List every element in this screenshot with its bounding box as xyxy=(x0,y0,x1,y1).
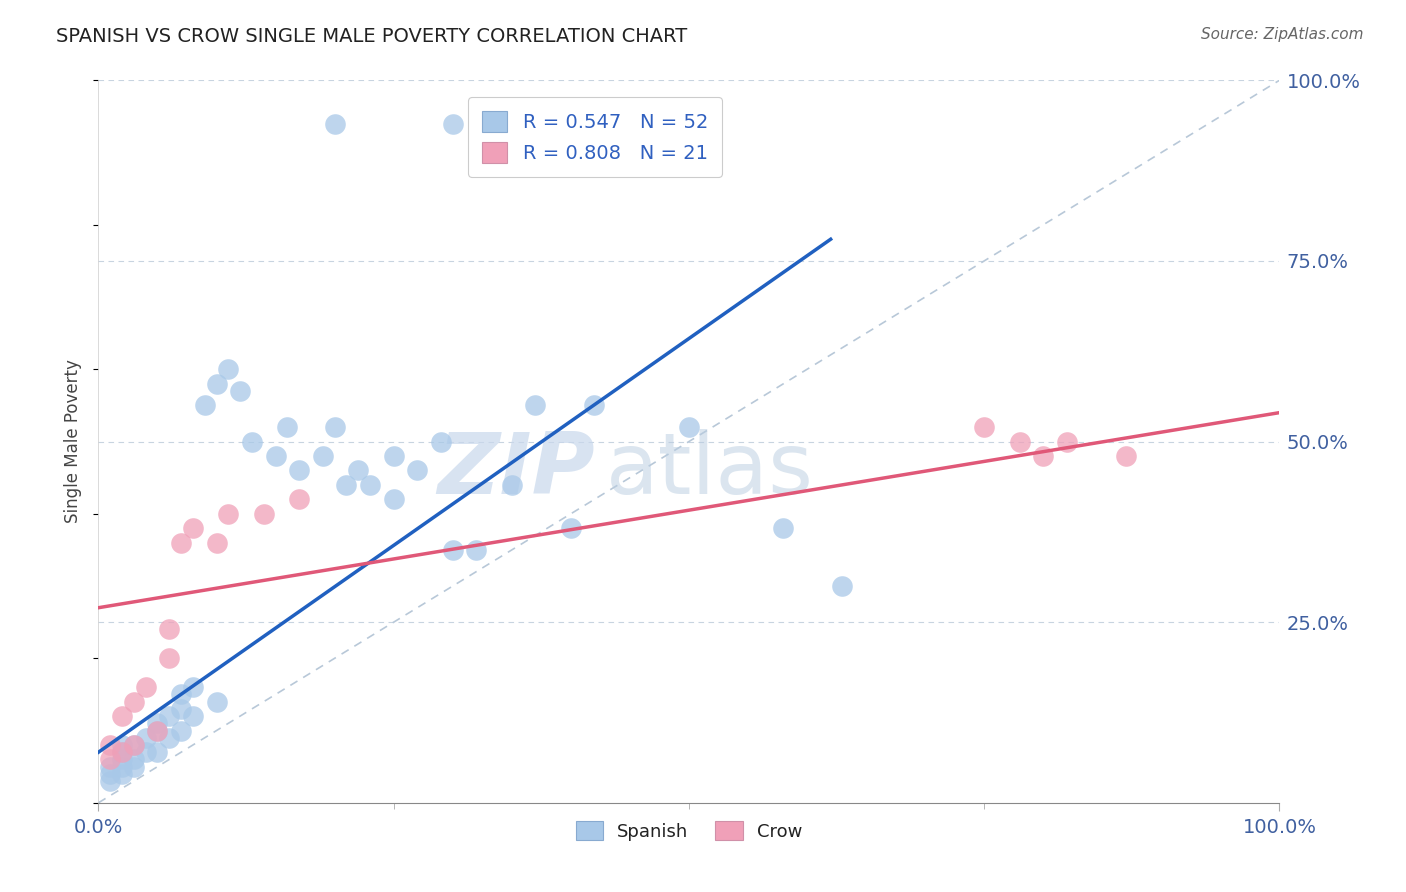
Point xyxy=(430,434,453,449)
Point xyxy=(146,716,169,731)
Point xyxy=(170,723,193,738)
Point xyxy=(973,420,995,434)
Point xyxy=(181,709,204,723)
Point xyxy=(501,478,523,492)
Point xyxy=(98,752,121,766)
Point xyxy=(359,478,381,492)
Point xyxy=(98,760,121,774)
Point xyxy=(170,535,193,549)
Point xyxy=(111,738,134,752)
Point xyxy=(406,463,429,477)
Point xyxy=(253,507,276,521)
Point xyxy=(157,623,180,637)
Point xyxy=(312,449,335,463)
Point xyxy=(441,117,464,131)
Point xyxy=(181,521,204,535)
Text: SPANISH VS CROW SINGLE MALE POVERTY CORRELATION CHART: SPANISH VS CROW SINGLE MALE POVERTY CORR… xyxy=(56,27,688,45)
Point xyxy=(122,738,145,752)
Point xyxy=(288,463,311,477)
Point xyxy=(157,731,180,745)
Y-axis label: Single Male Poverty: Single Male Poverty xyxy=(65,359,83,524)
Point xyxy=(194,398,217,412)
Text: ZIP: ZIP xyxy=(437,429,595,512)
Point xyxy=(146,745,169,759)
Point xyxy=(441,542,464,557)
Point xyxy=(205,695,228,709)
Point xyxy=(98,774,121,789)
Point xyxy=(122,695,145,709)
Point xyxy=(335,478,357,492)
Point xyxy=(170,687,193,701)
Point xyxy=(323,117,346,131)
Point xyxy=(135,680,157,694)
Point xyxy=(111,760,134,774)
Point xyxy=(122,738,145,752)
Point xyxy=(382,449,405,463)
Point xyxy=(170,702,193,716)
Point xyxy=(382,492,405,507)
Point xyxy=(122,752,145,766)
Point xyxy=(217,362,239,376)
Point xyxy=(678,420,700,434)
Point xyxy=(181,680,204,694)
Point xyxy=(288,492,311,507)
Point xyxy=(205,535,228,549)
Point xyxy=(111,752,134,766)
Point xyxy=(122,760,145,774)
Point xyxy=(111,767,134,781)
Point xyxy=(217,507,239,521)
Point xyxy=(1115,449,1137,463)
Point xyxy=(347,463,370,477)
Point xyxy=(583,398,606,412)
Point xyxy=(276,420,298,434)
Point xyxy=(465,542,488,557)
Point xyxy=(111,745,134,759)
Point xyxy=(146,723,169,738)
Point xyxy=(135,731,157,745)
Text: atlas: atlas xyxy=(606,429,814,512)
Point xyxy=(98,767,121,781)
Point xyxy=(111,745,134,759)
Legend: Spanish, Crow: Spanish, Crow xyxy=(568,814,810,848)
Point xyxy=(560,521,582,535)
Point xyxy=(831,579,853,593)
Point xyxy=(135,745,157,759)
Text: Source: ZipAtlas.com: Source: ZipAtlas.com xyxy=(1201,27,1364,42)
Point xyxy=(157,651,180,665)
Point xyxy=(264,449,287,463)
Point xyxy=(524,398,547,412)
Point xyxy=(772,521,794,535)
Point xyxy=(205,376,228,391)
Point xyxy=(229,384,252,398)
Point xyxy=(1008,434,1031,449)
Point xyxy=(98,738,121,752)
Point xyxy=(1032,449,1054,463)
Point xyxy=(157,709,180,723)
Point xyxy=(323,420,346,434)
Point xyxy=(240,434,263,449)
Point xyxy=(1056,434,1078,449)
Point xyxy=(111,709,134,723)
Point xyxy=(146,723,169,738)
